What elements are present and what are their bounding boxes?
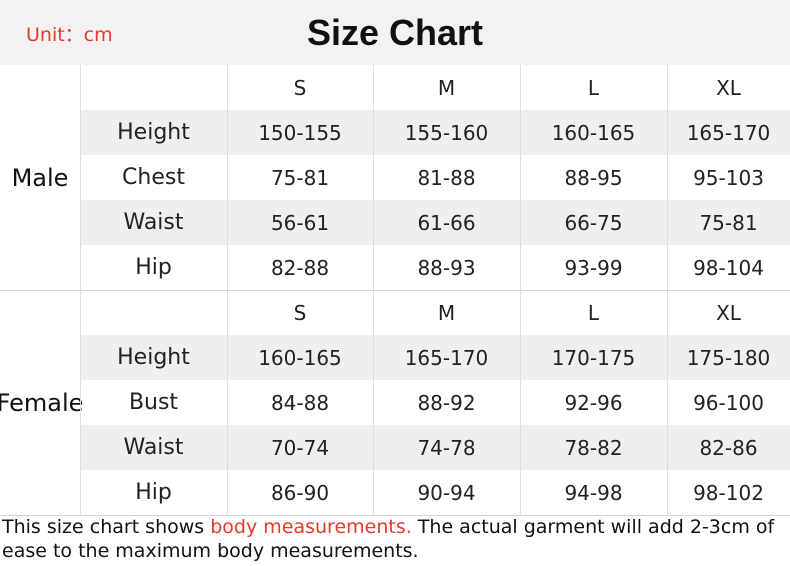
measurement-cell: 86-90 [270,480,330,505]
row-label: Hip [135,255,172,280]
size-header-s: S [293,75,307,100]
measurement-cell: 88-93 [417,255,476,280]
row-label: Waist [123,435,184,460]
footer-suffix: The actual garment will add 2-3cm of eas… [2,516,775,562]
measurement-cell: 82-86 [699,435,758,460]
footer-prefix: This size chart shows [2,516,211,538]
table-row: Hip 86-90 90-94 94-98 98-102 [80,470,790,515]
measurement-cell: 75-81 [270,165,330,190]
blank-cell [80,290,227,335]
measurement-cell: 98-104 [693,255,764,280]
column-divider [667,65,668,290]
unit-label: Unit：cm [26,24,113,46]
size-header-m: M [437,75,456,100]
size-header-row: S M L XL [80,290,790,335]
measurement-cell: 175-180 [686,345,771,370]
measurement-cell: 88-95 [564,165,623,190]
group-label: Female [0,388,84,417]
row-label: Height [117,120,190,145]
measurement-cell: 82-88 [270,255,330,280]
measurement-cell: 66-75 [564,210,623,235]
size-header-xl: XL [716,300,741,325]
row-label: Bust [128,390,179,415]
size-header-l: L [587,300,600,325]
table-row: Waist 56-61 61-66 66-75 75-81 [80,200,790,245]
group-label: Male [11,163,69,192]
footer-note: This size chart shows body measurements.… [0,515,790,563]
measurement-cell: 61-66 [417,210,476,235]
measurement-cell: 92-96 [564,390,623,415]
section-divider [0,290,790,291]
measurement-cell: 165-170 [404,345,489,370]
table-row: Waist 70-74 74-78 78-82 82-86 [80,425,790,470]
column-divider [227,290,228,515]
measurement-cell: 94-98 [564,480,623,505]
measurement-cell: 84-88 [270,390,330,415]
column-divider [520,65,521,290]
measurement-cell: 56-61 [270,210,330,235]
column-divider [80,290,81,515]
column-divider [80,65,81,290]
row-label: Height [117,345,190,370]
column-divider [667,290,668,515]
measurement-cell: 155-160 [404,120,489,145]
measurement-cell: 81-88 [417,165,476,190]
table-row: Chest 75-81 81-88 88-95 95-103 [80,155,790,200]
row-label: Chest [122,165,185,190]
measurement-cell: 160-165 [258,345,342,370]
size-header-m: M [437,300,456,325]
row-label: Waist [123,210,184,235]
page-title: Size Chart [306,12,484,53]
row-label: Hip [135,480,172,505]
measurement-cell: 170-175 [551,345,636,370]
blank-cell [80,65,227,110]
measurement-cell: 78-82 [564,435,623,460]
measurement-cell: 98-102 [693,480,764,505]
table-row: Height 150-155 155-160 160-165 165-170 [80,110,790,155]
measurement-cell: 96-100 [693,390,764,415]
column-divider [373,65,374,290]
size-header-s: S [293,300,307,325]
table-section-male: Male S M L XL Height 150-155 155-160 160-165 165-… [0,65,790,290]
table-row: Height 160-165 165-170 170-175 175-180 [80,335,790,380]
section-divider [0,515,790,516]
measurement-cell: 90-94 [417,480,476,505]
size-header-l: L [587,75,600,100]
footer-highlight: body measurements. [210,516,412,538]
measurement-cell: 93-99 [564,255,623,280]
measurement-cell: 160-165 [551,120,636,145]
measurement-cell: 165-170 [686,120,771,145]
table-row: Bust 84-88 88-92 92-96 96-100 [80,380,790,425]
measurement-cell: 75-81 [699,210,758,235]
size-header-xl: XL [716,75,741,100]
table-section-female: Female S M L XL Height 160-165 165-170 170-175 17… [0,290,790,515]
measurement-cell: 95-103 [693,165,764,190]
size-header-row: S M L XL [80,65,790,110]
column-divider [520,290,521,515]
measurement-cell: 70-74 [270,435,330,460]
table-row: Hip 82-88 88-93 93-99 98-104 [80,245,790,290]
column-divider [227,65,228,290]
column-divider [373,290,374,515]
measurement-cell: 88-92 [417,390,476,415]
title-bar: Unit：cm Size Chart [0,0,790,65]
measurement-cell: 150-155 [258,120,342,145]
measurement-cell: 74-78 [417,435,476,460]
